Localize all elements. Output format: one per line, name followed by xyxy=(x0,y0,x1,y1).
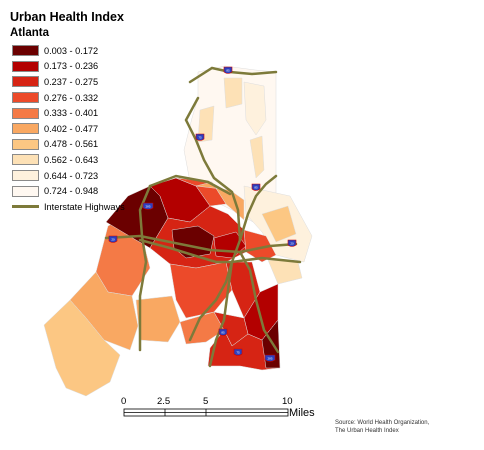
scale-tick-10: 10 xyxy=(282,396,293,407)
legend-item: 0.237 - 0.275 xyxy=(12,74,125,90)
shield-number: 75 xyxy=(198,136,202,140)
shield-icon: 285 xyxy=(142,202,154,210)
legend-swatch xyxy=(12,185,39,197)
shield-icon: 75 xyxy=(233,348,243,356)
scale-tick-5: 5 xyxy=(203,396,209,407)
scale-tick-0: 0 xyxy=(121,396,127,407)
shield-number: 85 xyxy=(221,331,225,335)
legend: 0.003 - 0.172 0.173 - 0.236 0.237 - 0.27… xyxy=(12,43,125,215)
legend-item: 0.333 - 0.401 xyxy=(12,105,125,121)
shield-icon: 20 xyxy=(108,235,118,243)
legend-swatch xyxy=(12,123,39,135)
legend-item: 0.003 - 0.172 xyxy=(12,43,125,59)
shield-icon: 85 xyxy=(218,328,228,336)
shield-number: 75 xyxy=(236,351,240,355)
source-note: Source: World Health Organization, The U… xyxy=(335,419,429,435)
legend-swatch xyxy=(12,45,39,57)
legend-label: 0.562 - 0.643 xyxy=(44,154,99,165)
shield-number: 85 xyxy=(254,186,258,190)
scale-tick-2-5: 2.5 xyxy=(157,396,171,407)
legend-swatch xyxy=(12,92,39,104)
legend-swatch xyxy=(12,76,39,88)
legend-label: 0.478 - 0.561 xyxy=(44,139,99,150)
shield-icon: 20 xyxy=(287,239,297,247)
legend-label: 0.237 - 0.275 xyxy=(44,76,99,87)
legend-label: 0.724 - 0.948 xyxy=(44,186,99,197)
legend-label: 0.333 - 0.401 xyxy=(44,108,99,119)
shield-number: 285 xyxy=(267,357,272,361)
region-south-peach xyxy=(135,295,181,343)
region-north-peach-a xyxy=(223,77,243,109)
legend-item: 0.402 - 0.477 xyxy=(12,121,125,137)
legend-item: 0.562 - 0.643 xyxy=(12,152,125,168)
legend-label: 0.173 - 0.236 xyxy=(44,61,99,72)
source-line-1: Source: World Health Organization, xyxy=(335,420,430,426)
legend-item: 0.724 - 0.948 xyxy=(12,183,125,199)
legend-item: 0.478 - 0.561 xyxy=(12,137,125,153)
highway-line-icon xyxy=(12,205,39,209)
shield-icon: 85 xyxy=(223,66,233,74)
legend-swatch xyxy=(12,138,39,150)
legend-label: 0.402 - 0.477 xyxy=(44,123,99,134)
shield-icon: 285 xyxy=(264,354,276,362)
region-south-orange xyxy=(169,261,233,319)
legend-label: 0.276 - 0.332 xyxy=(44,92,99,103)
legend-label: 0.644 - 0.723 xyxy=(44,170,99,181)
highway-shields: 85 75 85 285 20 20 85 75 xyxy=(108,66,297,362)
legend-label-highway: Interstate Highways xyxy=(44,201,125,212)
legend-swatch xyxy=(12,154,39,166)
legend-item: 0.276 - 0.332 xyxy=(12,90,125,106)
region-southwest-light xyxy=(43,299,121,397)
legend-item-highway: Interstate Highways xyxy=(12,199,125,215)
legend-item: 0.644 - 0.723 xyxy=(12,168,125,184)
shield-number: 20 xyxy=(111,238,115,242)
legend-swatch xyxy=(12,107,39,119)
shield-number: 285 xyxy=(145,205,150,209)
region-north-cream xyxy=(243,81,267,136)
legend-swatch xyxy=(12,60,39,72)
legend-swatch xyxy=(12,170,39,182)
shield-icon: 85 xyxy=(251,183,261,191)
map-title: Urban Health Index xyxy=(10,10,124,24)
scale-bar xyxy=(123,408,289,417)
region-east-light-2 xyxy=(267,259,303,285)
shield-number: 85 xyxy=(226,69,230,73)
legend-item: 0.173 - 0.236 xyxy=(12,59,125,75)
shield-number: 20 xyxy=(290,242,294,246)
legend-label: 0.003 - 0.172 xyxy=(44,45,99,56)
scale-unit: Miles xyxy=(289,407,315,419)
map-subtitle: Atlanta xyxy=(10,27,49,39)
region-north-peach-b xyxy=(249,135,265,179)
region-north-peach-c xyxy=(197,105,215,143)
shield-icon: 75 xyxy=(195,133,205,141)
source-line-2: The Urban Health Index xyxy=(335,428,399,434)
region-east-peach xyxy=(261,205,297,243)
